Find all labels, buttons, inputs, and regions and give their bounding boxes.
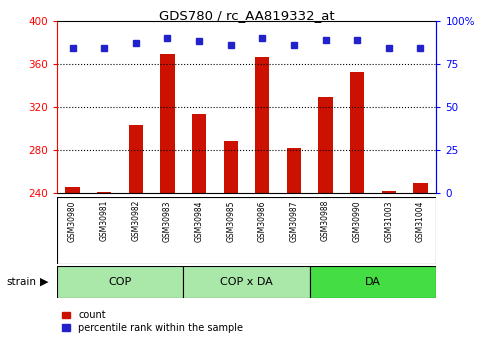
- Bar: [287, 148, 301, 193]
- Text: GSM30986: GSM30986: [258, 200, 267, 242]
- Bar: [255, 57, 270, 193]
- Text: GSM30985: GSM30985: [226, 200, 235, 242]
- Text: GSM30984: GSM30984: [195, 200, 204, 242]
- Text: ▶: ▶: [40, 277, 49, 287]
- Bar: [223, 141, 238, 193]
- Bar: [97, 192, 111, 193]
- Bar: [160, 54, 175, 193]
- Bar: [66, 187, 80, 193]
- Bar: [129, 125, 143, 193]
- Text: GSM31004: GSM31004: [416, 200, 425, 242]
- Text: DA: DA: [365, 277, 381, 287]
- Bar: [350, 72, 364, 193]
- Bar: [183, 266, 310, 298]
- Bar: [382, 191, 396, 193]
- Bar: [310, 266, 436, 298]
- Text: GSM30980: GSM30980: [68, 200, 77, 242]
- Bar: [413, 184, 427, 193]
- Text: strain: strain: [6, 277, 36, 287]
- Text: GSM30990: GSM30990: [352, 200, 362, 242]
- Text: GDS780 / rc_AA819332_at: GDS780 / rc_AA819332_at: [159, 9, 334, 22]
- Text: GSM30981: GSM30981: [100, 200, 108, 242]
- Bar: [192, 115, 206, 193]
- Text: COP x DA: COP x DA: [220, 277, 273, 287]
- Text: GSM30987: GSM30987: [289, 200, 298, 242]
- Text: GSM30982: GSM30982: [131, 200, 141, 242]
- Bar: [318, 97, 333, 193]
- Text: GSM30983: GSM30983: [163, 200, 172, 242]
- Text: GSM30988: GSM30988: [321, 200, 330, 242]
- Legend: count, percentile rank within the sample: count, percentile rank within the sample: [62, 310, 243, 333]
- Text: COP: COP: [108, 277, 132, 287]
- Bar: [57, 266, 183, 298]
- Text: GSM31003: GSM31003: [385, 200, 393, 242]
